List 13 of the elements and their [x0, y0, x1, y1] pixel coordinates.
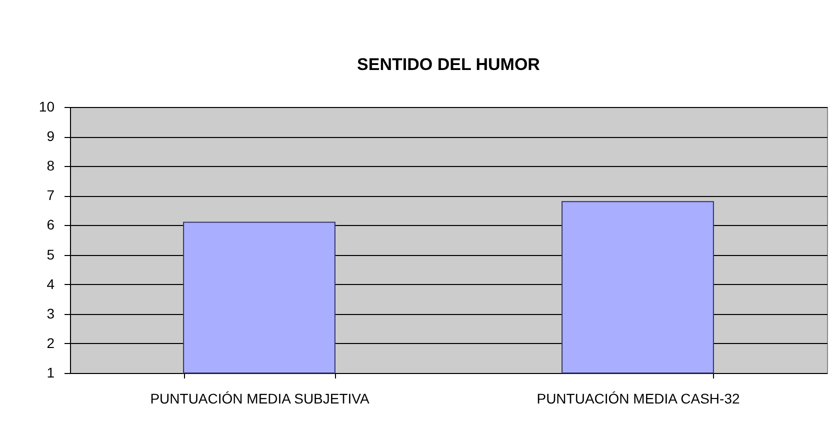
y-tick-label: 1 — [46, 364, 55, 380]
y-tick-label: 10 — [38, 98, 55, 114]
x-tick-label: PUNTUACIÓN MEDIA CASH-32 — [536, 390, 740, 406]
y-tick-label: 8 — [46, 158, 55, 174]
y-tick-label: 7 — [46, 187, 55, 204]
y-tick-label: 6 — [46, 216, 55, 233]
y-tick-label: 5 — [46, 246, 55, 262]
y-tick-label: 3 — [46, 305, 55, 322]
y-tick-label: 4 — [46, 276, 55, 292]
y-tick-label: 9 — [46, 128, 55, 144]
y-tick-label: 2 — [46, 334, 55, 351]
x-tick-label: PUNTUACIÓN MEDIA SUBJETIVA — [150, 390, 370, 406]
chart-title: SENTIDO DEL HUMOR — [357, 55, 540, 74]
